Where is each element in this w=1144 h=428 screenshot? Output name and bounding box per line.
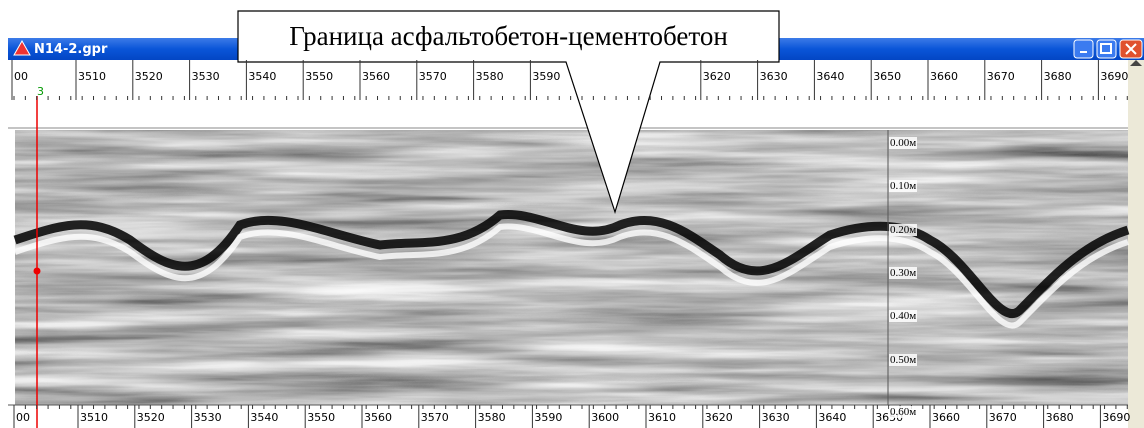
maximize-icon	[1100, 43, 1112, 54]
marker-label: 3	[37, 85, 44, 98]
bottom-ruler-label: 3560	[364, 411, 392, 424]
top-ruler-label: 3540	[248, 70, 277, 83]
window-title: N14-2.gpr	[34, 42, 108, 57]
bottom-ruler-label: 3610	[648, 411, 676, 424]
bottom-ruler	[8, 405, 1128, 428]
callout-shape	[237, 10, 780, 215]
top-ruler-label: 3570	[418, 70, 447, 83]
minimize-icon	[1080, 51, 1087, 53]
top-ruler-label: 3630	[759, 70, 788, 83]
cursor-point[interactable]	[33, 267, 41, 275]
top-ruler-label: 3560	[362, 70, 390, 83]
app-icon	[13, 39, 31, 56]
depth-label: 0.60м	[889, 406, 918, 418]
top-ruler-label: 3520	[134, 70, 163, 83]
bottom-ruler-label: 3550	[307, 411, 336, 424]
bottom-ruler-label: 3590	[534, 411, 563, 424]
bottom-ruler-label: 3630	[761, 411, 790, 424]
bottom-ruler-label: 3640	[818, 411, 847, 424]
close-icon	[1125, 43, 1137, 55]
callout-text: Граница асфальтобетон-цементобетон	[289, 21, 728, 51]
top-ruler-label: 3690	[1100, 70, 1129, 83]
top-ruler-label: 3670	[986, 70, 1015, 83]
bottom-ruler-label: 3520	[136, 411, 165, 424]
interface-band-light	[14, 223, 1129, 329]
depth-label: 0.40м	[889, 310, 918, 322]
bottom-ruler-label: 3660	[932, 411, 960, 424]
top-ruler-label: 00	[14, 70, 28, 83]
top-ruler-label: 3660	[930, 70, 958, 83]
top-ruler-label: 3580	[475, 70, 504, 83]
bottom-ruler-label: 00	[16, 411, 30, 424]
top-ruler-label: 3510	[78, 70, 106, 83]
interface-band	[13, 210, 1130, 318]
depth-label: 0.30м	[889, 267, 918, 279]
top-ruler-label: 3680	[1043, 70, 1072, 83]
bottom-ruler-label: 3580	[477, 411, 506, 424]
minimize-button[interactable]	[1073, 39, 1094, 59]
scrollbar[interactable]	[1128, 60, 1144, 428]
top-ruler-label: 3620	[702, 70, 731, 83]
bottom-ruler-label: 3510	[80, 411, 108, 424]
bottom-ruler-label: 3690	[1102, 411, 1131, 424]
depth-label: 0.10м	[889, 180, 918, 192]
bottom-ruler-label: 3670	[988, 411, 1017, 424]
top-ruler-label: 3550	[305, 70, 334, 83]
bottom-ruler-label: 3680	[1045, 411, 1074, 424]
scroll-arrow	[1130, 60, 1142, 66]
top-ruler-label: 3650	[873, 70, 902, 83]
bottom-ruler-label: 3570	[420, 411, 449, 424]
bottom-ruler-label: 3600	[591, 411, 620, 424]
bottom-ruler-label: 3530	[193, 411, 222, 424]
top-ruler-label: 3530	[191, 70, 220, 83]
top-ruler-label: 3640	[816, 70, 845, 83]
bottom-ruler-label: 3620	[704, 411, 733, 424]
top-ruler-label: 3590	[532, 70, 561, 83]
depth-label: 0.00м	[889, 137, 918, 149]
depth-label: 0.20м	[889, 224, 918, 236]
maximize-button[interactable]	[1096, 39, 1117, 59]
bottom-ruler-label: 3540	[250, 411, 279, 424]
depth-label: 0.50м	[889, 354, 918, 366]
